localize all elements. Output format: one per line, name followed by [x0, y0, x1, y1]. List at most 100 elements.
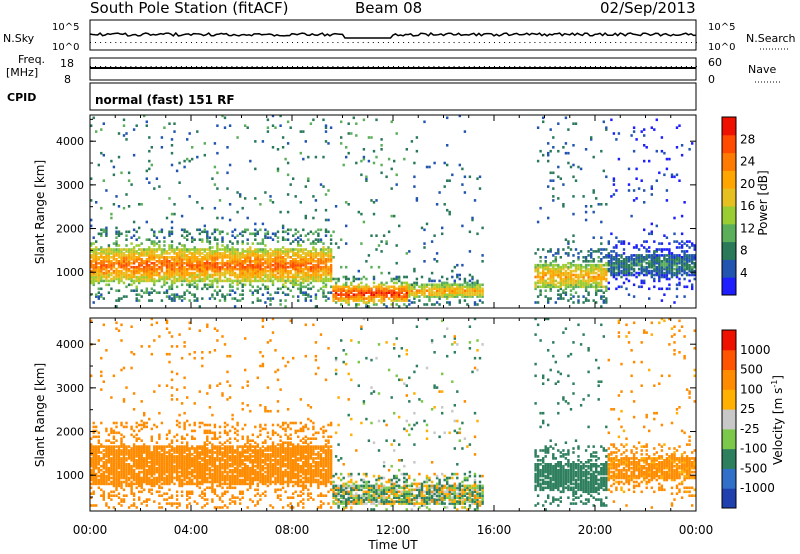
- heat-cell: [615, 252, 618, 255]
- heat-cell: [127, 455, 131, 458]
- heat-cell: [640, 269, 643, 273]
- heat-cell: [438, 283, 441, 287]
- heat-cell: [271, 201, 275, 204]
- heat-cell: [127, 230, 131, 234]
- heat-cell: [307, 252, 310, 255]
- nave-point: [206, 66, 208, 67]
- heat-cell: [643, 228, 646, 232]
- heat-cell: [92, 476, 95, 480]
- heat-cell: [150, 287, 153, 291]
- heat-cell: [241, 263, 244, 267]
- heat-cell: [355, 122, 358, 125]
- heat-cell: [375, 199, 378, 202]
- nave-point: [297, 66, 299, 67]
- heat-cell: [390, 295, 393, 298]
- heat-cell: [127, 283, 131, 287]
- heat-cell: [675, 265, 679, 269]
- heat-cell: [120, 486, 123, 490]
- heat-cell: [534, 267, 537, 271]
- heat-cell: [685, 260, 689, 263]
- heat-cell: [390, 285, 393, 289]
- heat-cell: [370, 297, 373, 300]
- heat-cell: [100, 488, 103, 492]
- heat-cell: [130, 242, 133, 245]
- heat-cell: [115, 466, 118, 470]
- heat-cell: [365, 291, 368, 294]
- heat-cell: [183, 265, 186, 269]
- heat-cell: [130, 261, 133, 265]
- heat-cell: [236, 277, 239, 281]
- heat-cell: [264, 285, 267, 289]
- heat-cell: [95, 273, 98, 277]
- heat-cell: [362, 297, 366, 300]
- heat-cell: [173, 261, 176, 265]
- heat-cell: [574, 179, 578, 182]
- heat-cell: [451, 291, 454, 294]
- heat-cell: [279, 303, 282, 306]
- heat-cell: [145, 220, 148, 224]
- heat-cell: [251, 285, 254, 289]
- heat-cell: [620, 269, 623, 273]
- heat-cell: [269, 267, 272, 271]
- heat-cell: [261, 269, 265, 273]
- heat-cell: [256, 275, 259, 279]
- heat-cell: [451, 173, 454, 177]
- heat-cell: [562, 248, 565, 251]
- heat-cell: [180, 260, 184, 263]
- heat-cell: [375, 295, 378, 298]
- heat-cell: [110, 396, 113, 399]
- heat-cell: [319, 273, 323, 277]
- heat-cell: [602, 269, 605, 273]
- heat-cell: [251, 301, 254, 304]
- heat-cell: [143, 463, 146, 466]
- heat-cell: [92, 260, 95, 263]
- heat-cell: [294, 261, 297, 265]
- heat-cell: [668, 267, 671, 271]
- heat-cell: [557, 275, 560, 279]
- heat-cell: [317, 279, 320, 283]
- heat-cell: [554, 283, 557, 287]
- heat-cell: [196, 250, 199, 253]
- heat-cell: [302, 293, 305, 296]
- heat-cell: [630, 271, 633, 275]
- heat-cell: [259, 250, 262, 253]
- heat-cell: [423, 289, 426, 292]
- heat-cell: [590, 267, 593, 271]
- heat-cell: [125, 271, 128, 275]
- heat-cell: [132, 275, 136, 279]
- heat-cell: [102, 457, 105, 460]
- heat-cell: [607, 287, 610, 291]
- heat-cell: [312, 256, 315, 259]
- heat-cell: [683, 265, 686, 269]
- heat-cell: [675, 269, 679, 273]
- nave-point: [236, 66, 238, 67]
- heat-cell: [428, 297, 431, 300]
- heat-cell: [587, 267, 590, 271]
- heat-cell: [150, 265, 153, 269]
- heat-cell: [680, 232, 684, 236]
- heat-cell: [158, 384, 161, 387]
- heat-cell: [130, 451, 133, 454]
- nsearch-point: [696, 42, 697, 43]
- heat-cell: [254, 260, 257, 263]
- nsearch-point: [680, 42, 682, 43]
- heat-cell: [284, 275, 287, 279]
- heat-cell: [160, 250, 164, 253]
- heat-cell: [304, 273, 307, 277]
- heat-cell: [542, 263, 545, 267]
- heat-cell: [322, 185, 325, 188]
- heat-cell: [317, 240, 320, 243]
- heat-cell: [254, 267, 257, 271]
- heat-cell: [539, 281, 542, 285]
- heat-cell: [160, 472, 164, 476]
- heat-cell: [420, 226, 424, 230]
- heat-cell: [211, 293, 214, 296]
- heat-cell: [239, 293, 242, 296]
- heat-cell: [297, 250, 300, 253]
- heat-cell: [584, 299, 588, 302]
- heat-cell: [382, 234, 386, 237]
- heat-cell: [191, 277, 194, 281]
- heat-cell: [622, 281, 626, 285]
- heat-cell: [307, 250, 310, 253]
- heat-cell: [443, 161, 446, 165]
